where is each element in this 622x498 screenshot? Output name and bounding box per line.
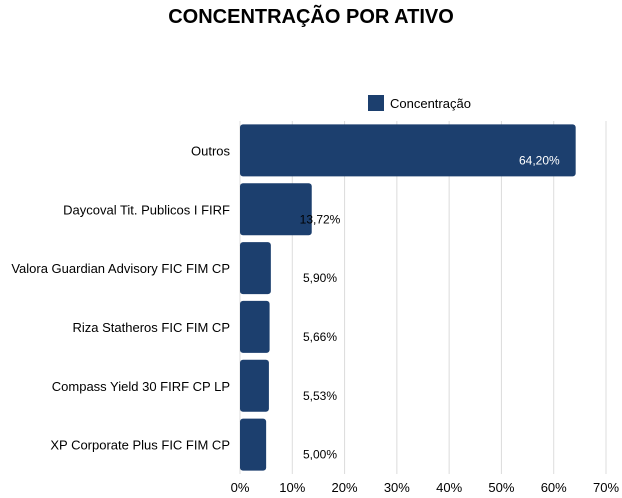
legend-swatch [368,95,384,111]
bar [240,418,267,471]
x-tick-label: 30% [384,480,410,495]
legend: Concentração [368,95,471,111]
bar [240,300,270,353]
category-labels: Outros Daycoval Tit. Publicos I FIRF Valor… [11,143,230,452]
gridlines [239,121,607,474]
x-tick-label: 50% [488,480,514,495]
category-label: Compass Yield 30 FIRF CP LP [52,379,230,394]
data-label: 5,66% [303,330,337,344]
data-label: 13,72% [300,212,341,226]
data-label: 5,90% [303,271,337,285]
x-tick-label: 10% [279,480,305,495]
x-tick-label: 70% [593,480,619,495]
x-tick-label: 40% [436,480,462,495]
x-tick-label: 0% [231,480,250,495]
category-label: Riza Statheros FIC FIM CP [73,320,230,335]
category-label: Valora Guardian Advisory FIC FIM CP [11,261,230,276]
legend-label: Concentração [390,96,471,111]
x-axis-ticks: 0% 10% 20% 30% 40% 50% 60% 70% [231,480,620,495]
data-label: 5,53% [303,389,337,403]
bar [240,183,312,236]
category-label: Outros [191,143,231,158]
chart-title: CONCENTRAÇÃO POR ATIVO [168,6,454,28]
x-tick-label: 20% [332,480,358,495]
x-tick-label: 60% [541,480,567,495]
bar [240,124,576,177]
category-label: XP Corporate Plus FIC FIM CP [50,438,230,453]
category-label: Daycoval Tit. Publicos I FIRF [63,202,230,217]
bar [240,242,271,295]
bar [240,359,269,412]
data-label: 64,20% [519,153,560,167]
bars [240,124,576,471]
data-labels: 64,20% 13,72% 5,90% 5,66% 5,53% 5,00% [300,153,560,461]
data-label: 5,00% [303,448,337,462]
